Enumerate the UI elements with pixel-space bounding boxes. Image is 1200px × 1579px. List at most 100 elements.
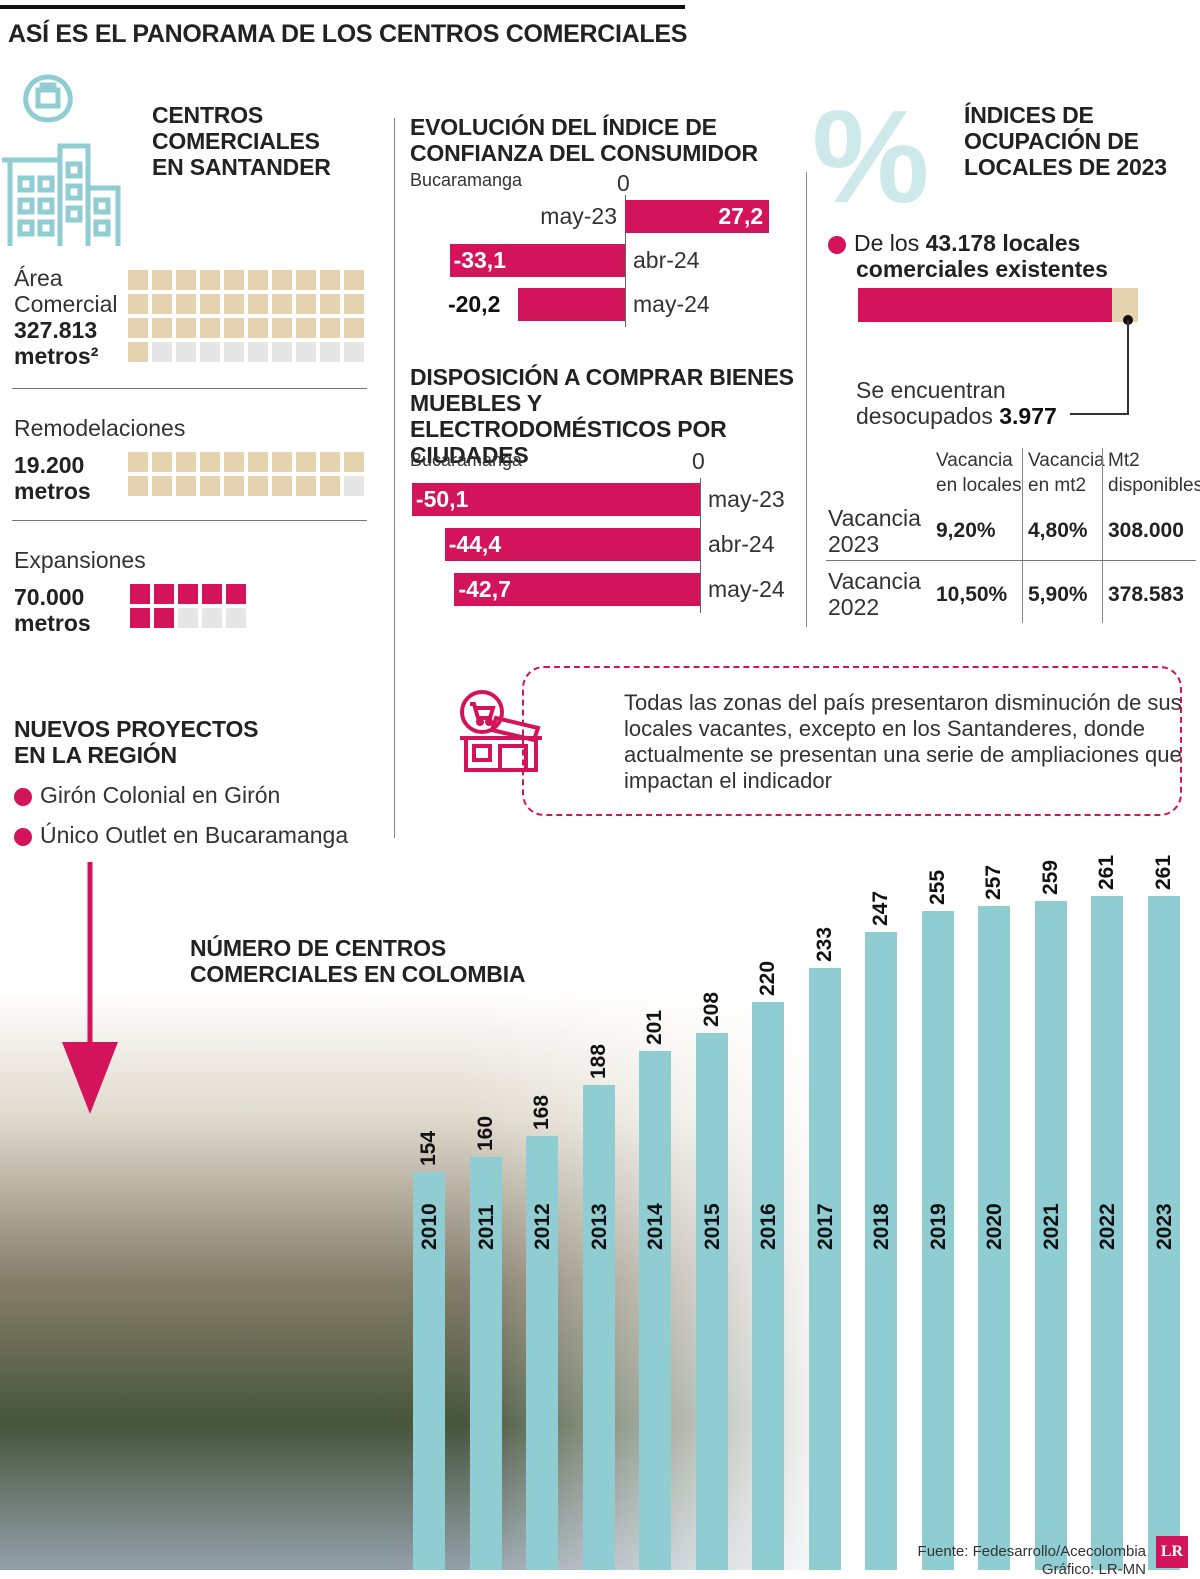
waffle-square [128,270,148,290]
bar: -42,7 [454,573,700,606]
waffle-square [176,270,196,290]
note-text: Todas las zonas del país presentaron dis… [624,690,1182,793]
waffle-square [344,452,364,472]
waffle-square [296,342,316,362]
column-bar [978,906,1010,1570]
waffle-square [320,342,340,362]
column-year-label: 2014 [644,1203,667,1250]
column-value-label: 233 [812,927,836,963]
waffle-square [152,342,172,362]
occupancy-bar [858,288,1138,322]
occupancy-title-line: ÍNDICES DE [964,102,1094,128]
waffle-square [128,452,148,472]
column-value-label: 188 [586,1043,610,1079]
waffle-square [130,608,150,628]
waffle-square [176,318,196,338]
occupancy-total-prefix: De los [854,230,920,256]
column-value-label: 259 [1038,860,1062,896]
new-projects-title-line: EN LA REGIÓN [14,742,177,768]
disposition-city: Bucaramanga [410,450,523,470]
waffle-square [224,270,244,290]
new-projects-title-line: NUEVOS PROYECTOS [14,716,259,742]
credit-text: Gráfico: LR-MN [1041,1561,1146,1578]
vacancy-table: Vacancia en locales Vacancia en mt2 Mt2 dis… [826,448,1200,623]
bar-value-label: -50,1 [415,486,469,512]
source-text: Fuente: Fedesarrollo/Acecolombia [917,1543,1146,1560]
waffle-square [272,270,292,290]
column-value-label: 160 [473,1115,497,1151]
occupancy-total-suffix: comerciales existentes [856,256,1108,282]
table-row-label-line: Vacancia [828,568,921,594]
table-header-line: en mt2 [1028,475,1087,496]
waffle-square [248,318,268,338]
down-arrow-icon [62,862,118,1114]
remodel-label: Remodelaciones [14,415,186,441]
waffle-square [224,476,244,496]
remodel-unit: metros [14,478,91,504]
waffle-square [320,294,340,314]
area-unit: metros² [14,343,99,369]
waffle-square [248,476,268,496]
bar-category-label: may-24 [708,576,785,602]
bar-category-label: may-23 [708,486,785,512]
zero-axis [625,195,626,327]
column-year-label: 2018 [870,1203,893,1250]
occupancy-total-value: 43.178 locales [925,230,1081,256]
column-value-label: 255 [925,870,949,906]
occupied-segment [858,288,1113,322]
column-bar [752,1001,784,1570]
remodel-value: 19.200 [14,452,85,478]
table-cell: 308.000 [1108,519,1184,542]
column-year-label: 2015 [700,1203,724,1250]
remodel-waffle [128,452,364,496]
bar-category-label: may-24 [633,291,710,317]
area-waffle [128,270,364,362]
waffle-square [272,294,292,314]
disposition-zero-label: 0 [692,448,705,474]
table-cell: 10,50% [936,583,1008,606]
column-value-label: 154 [417,1131,440,1167]
occupancy-title: ÍNDICES DE OCUPACIÓN DE LOCALES DE 2023 [964,102,1167,180]
column-year-label: 2011 [474,1204,498,1250]
expansion-label: Expansiones [14,547,146,573]
waffle-square [224,294,244,314]
bar: -44,4 [444,528,700,561]
column-bar [695,1032,728,1570]
column-year-label: 2016 [757,1203,780,1250]
column-bar [582,1084,615,1570]
column-value-label: 220 [756,960,779,996]
table-row-label: Vacancia 2022 [828,568,921,620]
waffle-square [272,318,292,338]
waffle-square [320,476,340,496]
project-item-text: Girón Colonial en Girón [40,782,281,808]
bar-value-label: -44,4 [448,531,502,557]
waffle-square [178,608,198,628]
table-row-label-line: 2023 [828,531,880,557]
column-bar [1147,896,1180,1570]
shop-icon [460,690,542,772]
bar-value-label: -20,2 [447,291,501,317]
waffle-square [152,318,172,338]
column-year-label: 2010 [418,1203,441,1250]
waffle-square [200,270,220,290]
column-bar [808,968,841,1570]
confidence-chart: 27,2 may-23 -33,1 abr-24 -20,2 may-24 [400,195,800,330]
table-header: Mt2 disponibles [1108,448,1200,498]
disposition-chart: -50,1 may-23 -44,4 abr-24 -42,7 may-24 [400,478,800,613]
waffle-square [344,318,364,338]
bar: 27,2 [625,200,770,233]
waffle-square [296,270,316,290]
column-bar [413,1172,445,1570]
waffle-square [176,452,196,472]
divider [12,388,367,389]
waffle-square [248,294,268,314]
new-projects-title: NUEVOS PROYECTOS EN LA REGIÓN [14,716,259,768]
page-title: ASÍ ES EL PANORAMA DE LOS CENTROS COMERC… [8,20,688,48]
column-bar [639,1050,671,1570]
header-rule [0,5,685,9]
santander-title-line: EN SANTANDER [152,154,331,180]
waffle-square [248,342,268,362]
vacant-label-line: desocupados [856,403,993,429]
table-cell: 4,80% [1028,519,1088,542]
bullet-icon [14,827,32,846]
